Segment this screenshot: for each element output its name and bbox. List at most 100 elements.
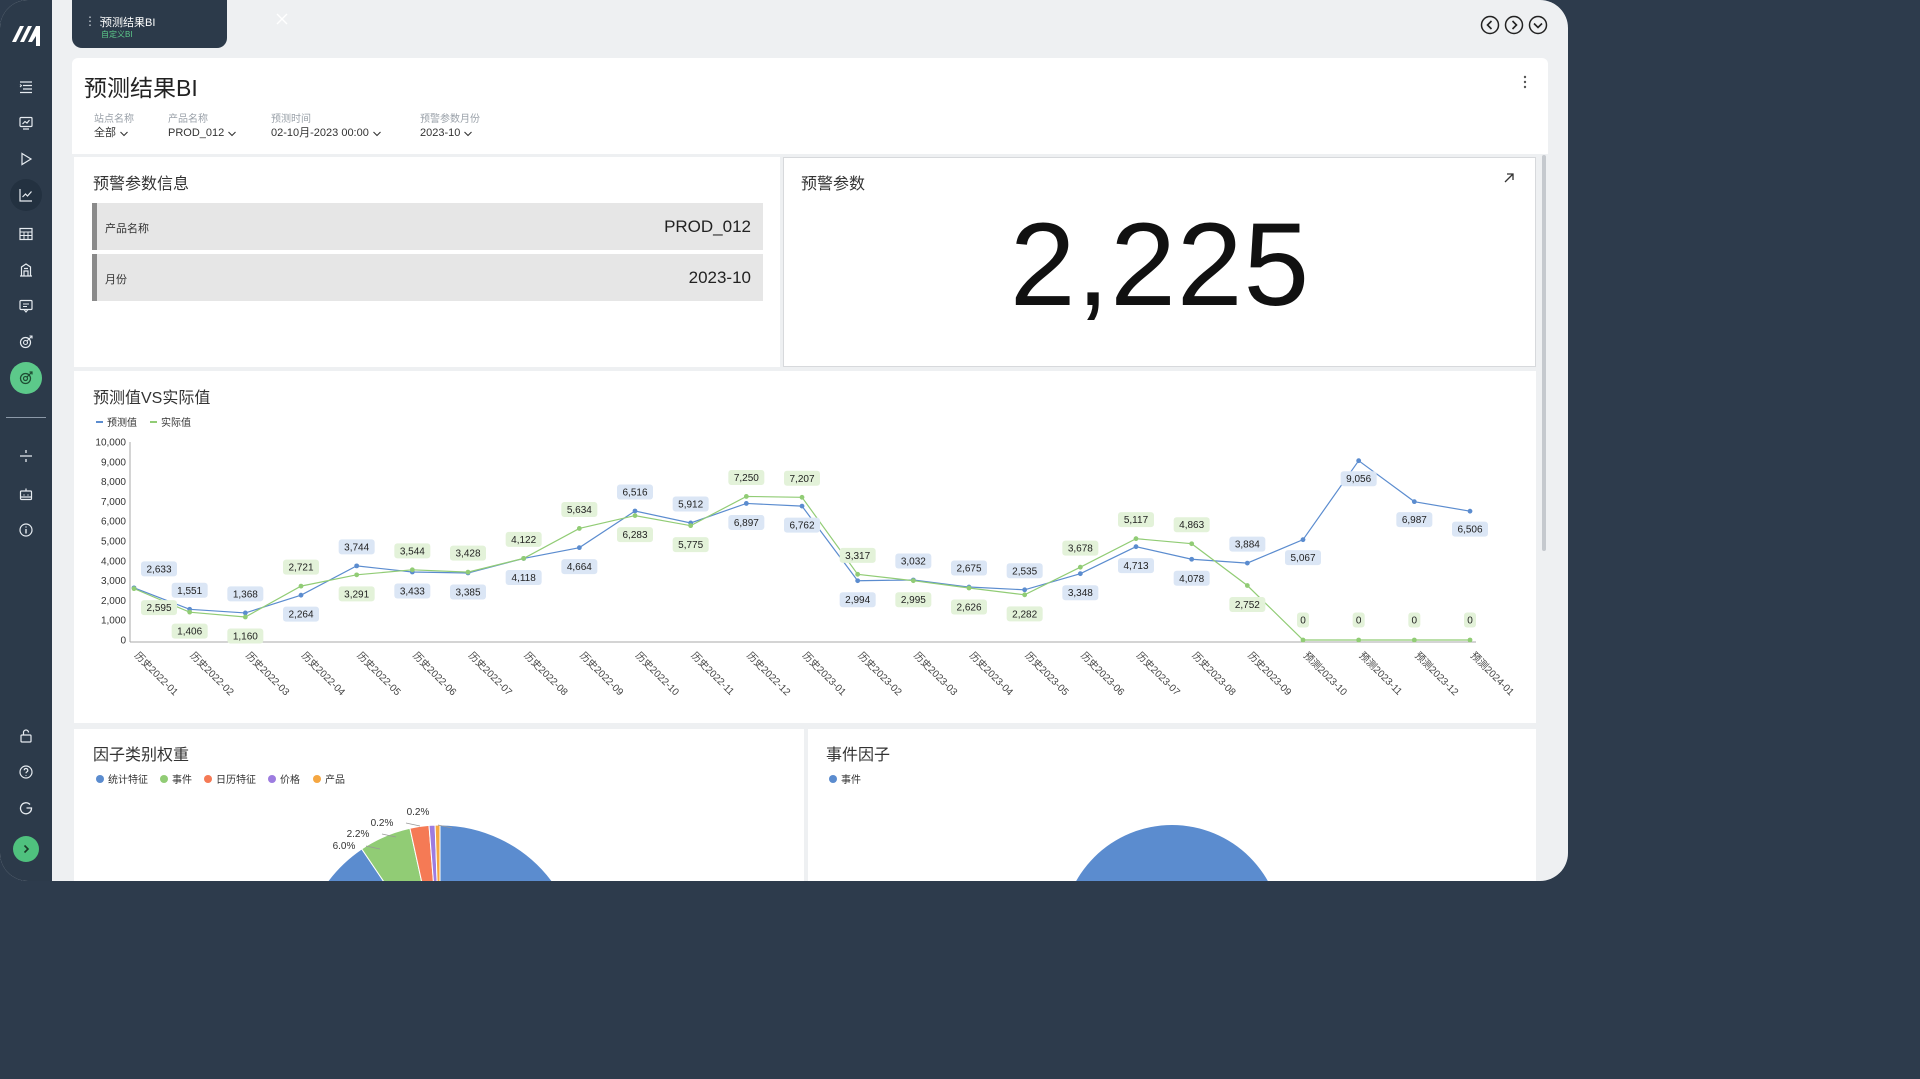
data-label: 2,752 xyxy=(1235,600,1260,611)
data-label: 4,118 xyxy=(512,573,537,584)
x-tick-label: 历史2023-07 xyxy=(1134,650,1183,699)
tab-subtitle: 自定义BI xyxy=(101,30,133,39)
more-vertical-icon[interactable] xyxy=(1519,74,1531,90)
data-label-bg xyxy=(1297,612,1309,628)
data-label-bg xyxy=(450,584,486,600)
expand-arrow-icon[interactable] xyxy=(1502,171,1516,185)
tab-forecast-bi[interactable]: ⋮⋮ 预测结果BI 自定义BI xyxy=(72,0,288,48)
data-point xyxy=(1077,571,1083,577)
target-search-icon[interactable] xyxy=(10,326,42,358)
filter-forecast-time[interactable]: 预测时间 02-10月-2023 00:00 xyxy=(271,113,382,141)
legend-swatch xyxy=(96,420,103,423)
app-logo-icon[interactable] xyxy=(8,16,44,52)
info-value: 2023-10 xyxy=(688,268,751,287)
x-tick-label: 预测2024-01 xyxy=(1468,649,1518,699)
filter-label: 产品名称 xyxy=(168,114,208,125)
y-tick-label: 10,000 xyxy=(95,438,126,449)
x-tick-label: 历史2023-08 xyxy=(1190,650,1239,699)
drag-handle-icon[interactable]: ⋮⋮ xyxy=(84,14,107,28)
data-label-bg xyxy=(171,623,208,639)
pie-slice-label: 0.2% xyxy=(407,807,430,818)
data-label-bg xyxy=(505,531,542,547)
data-point xyxy=(799,503,805,509)
close-icon[interactable] xyxy=(275,12,289,26)
menu-list-icon[interactable] xyxy=(10,71,42,103)
x-tick-label: 历史2022-08 xyxy=(522,650,571,699)
data-label: 2,995 xyxy=(901,595,926,606)
data-label-bg xyxy=(728,469,765,485)
legend-item[interactable]: 产品 xyxy=(313,771,345,786)
y-tick-label: 1,000 xyxy=(101,616,126,627)
warning-param-title: 预警参数 xyxy=(801,176,866,193)
building-icon[interactable] xyxy=(10,254,42,286)
data-label: 1,551 xyxy=(177,586,202,597)
info-value: PROD_012 xyxy=(664,217,751,236)
info-icon[interactable] xyxy=(10,514,42,546)
data-point xyxy=(1411,499,1417,505)
scrollbar[interactable] xyxy=(1542,155,1546,551)
data-label-bg xyxy=(1229,536,1266,552)
data-label: 5,067 xyxy=(1290,553,1315,564)
split-icon[interactable] xyxy=(10,440,42,472)
data-label-bg xyxy=(141,600,177,616)
data-point xyxy=(910,578,916,584)
data-label-bg xyxy=(1006,606,1043,622)
x-tick-label: 历史2022-10 xyxy=(633,650,682,699)
play-icon[interactable] xyxy=(10,143,42,175)
data-point xyxy=(1356,458,1362,464)
legend-forecast[interactable]: 预测值 xyxy=(96,414,137,429)
filter-site[interactable]: 站点名称 全部 xyxy=(94,113,134,141)
data-label-bg xyxy=(338,586,375,602)
legend-item[interactable]: 统计特征 xyxy=(96,771,148,786)
legend-swatch xyxy=(829,774,837,783)
legend-event[interactable]: 事件 xyxy=(829,771,861,786)
warning-param-card xyxy=(783,157,1536,367)
data-label: 9,056 xyxy=(1346,474,1371,485)
info-label: 月份 xyxy=(105,274,127,286)
data-label: 2,721 xyxy=(288,563,313,574)
filter-label: 预测时间 xyxy=(271,114,311,125)
circle-down-icon[interactable] xyxy=(1528,15,1548,35)
filter-warning-month[interactable]: 预警参数月份 2023-10 xyxy=(420,113,480,141)
monitor-chart-icon[interactable] xyxy=(10,107,42,139)
data-label: 3,428 xyxy=(455,549,480,560)
legend-item[interactable]: 价格 xyxy=(268,771,300,786)
data-label: 5,117 xyxy=(1124,515,1149,526)
data-point xyxy=(465,569,471,575)
circle-left-icon[interactable] xyxy=(1480,15,1500,35)
data-label: 6,987 xyxy=(1402,515,1427,526)
legend-item[interactable]: 日历特征 xyxy=(204,771,256,786)
help-icon[interactable] xyxy=(10,756,42,788)
table-icon[interactable] xyxy=(10,218,42,250)
data-point xyxy=(1077,564,1083,570)
legend-swatch xyxy=(150,420,157,423)
data-point xyxy=(354,563,360,569)
circle-right-icon[interactable] xyxy=(1504,15,1524,35)
x-tick-label: 历史2023-04 xyxy=(967,650,1016,699)
lock-icon[interactable] xyxy=(10,720,42,752)
legend-item[interactable]: 事件 xyxy=(160,771,192,786)
pie-leader-line xyxy=(405,822,421,827)
data-label: 3,348 xyxy=(1068,588,1093,599)
logout-icon[interactable] xyxy=(10,792,42,824)
filter-label: 预警参数月份 xyxy=(420,114,480,125)
data-label-bg xyxy=(1452,521,1488,537)
message-icon[interactable] xyxy=(10,290,42,322)
data-label-bg xyxy=(141,561,177,577)
data-label: 3,744 xyxy=(344,542,369,553)
pie-slice-product xyxy=(434,824,441,881)
data-label-bg xyxy=(784,470,820,486)
line-chart-icon[interactable] xyxy=(10,179,42,211)
legend-actual[interactable]: 实际值 xyxy=(150,414,191,429)
x-tick-label: 历史2022-06 xyxy=(410,650,459,699)
x-tick-label: 历史2023-06 xyxy=(1078,650,1127,699)
data-point xyxy=(242,614,248,620)
robot-icon[interactable] xyxy=(10,478,42,510)
pie-leader-line xyxy=(365,845,381,850)
target-search-active-icon[interactable] xyxy=(10,362,42,394)
legend-label: 统计特征 xyxy=(108,775,148,786)
filter-product[interactable]: 产品名称 PROD_012 xyxy=(168,113,237,141)
data-label: 2,595 xyxy=(146,603,171,614)
data-label: 2,626 xyxy=(956,603,981,614)
chevron-right-icon[interactable] xyxy=(13,836,39,862)
